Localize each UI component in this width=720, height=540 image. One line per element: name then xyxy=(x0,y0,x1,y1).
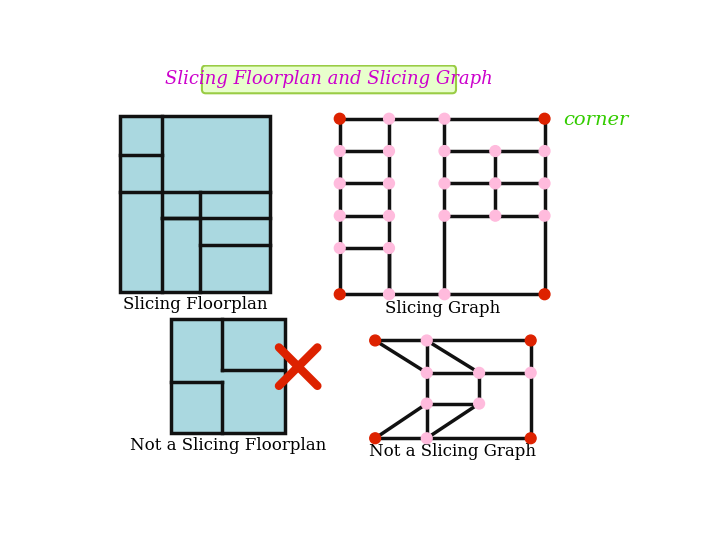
Circle shape xyxy=(539,211,550,221)
Circle shape xyxy=(384,289,395,300)
FancyBboxPatch shape xyxy=(202,65,456,93)
Circle shape xyxy=(539,178,550,189)
Circle shape xyxy=(370,433,381,444)
Circle shape xyxy=(421,398,432,409)
Circle shape xyxy=(539,146,550,157)
Circle shape xyxy=(490,146,500,157)
Text: Slicing Graph: Slicing Graph xyxy=(384,300,500,316)
Text: Slicing Floorplan: Slicing Floorplan xyxy=(123,296,268,313)
Text: corner: corner xyxy=(563,111,629,129)
Circle shape xyxy=(334,211,345,221)
Bar xyxy=(171,319,285,433)
Circle shape xyxy=(526,367,536,378)
Circle shape xyxy=(439,289,450,300)
Circle shape xyxy=(490,211,500,221)
Circle shape xyxy=(439,211,450,221)
Circle shape xyxy=(421,335,432,346)
Circle shape xyxy=(474,398,485,409)
Circle shape xyxy=(384,211,395,221)
Circle shape xyxy=(539,289,550,300)
Circle shape xyxy=(334,289,345,300)
Text: Slicing Floorplan and Slicing Graph: Slicing Floorplan and Slicing Graph xyxy=(165,70,492,89)
Text: Not a Slicing Graph: Not a Slicing Graph xyxy=(369,443,536,460)
Circle shape xyxy=(384,146,395,157)
Circle shape xyxy=(439,178,450,189)
Circle shape xyxy=(474,367,485,378)
Circle shape xyxy=(439,146,450,157)
Circle shape xyxy=(384,178,395,189)
Circle shape xyxy=(334,242,345,253)
Circle shape xyxy=(539,113,550,124)
Circle shape xyxy=(384,113,395,124)
Circle shape xyxy=(334,146,345,157)
Circle shape xyxy=(526,433,536,444)
Circle shape xyxy=(421,367,432,378)
Circle shape xyxy=(421,433,432,444)
Circle shape xyxy=(526,335,536,346)
Circle shape xyxy=(384,242,395,253)
Circle shape xyxy=(334,113,345,124)
Circle shape xyxy=(334,178,345,189)
Circle shape xyxy=(370,335,381,346)
Circle shape xyxy=(439,113,450,124)
Bar xyxy=(120,117,271,292)
Circle shape xyxy=(490,178,500,189)
Text: Not a Slicing Floorplan: Not a Slicing Floorplan xyxy=(130,437,326,454)
